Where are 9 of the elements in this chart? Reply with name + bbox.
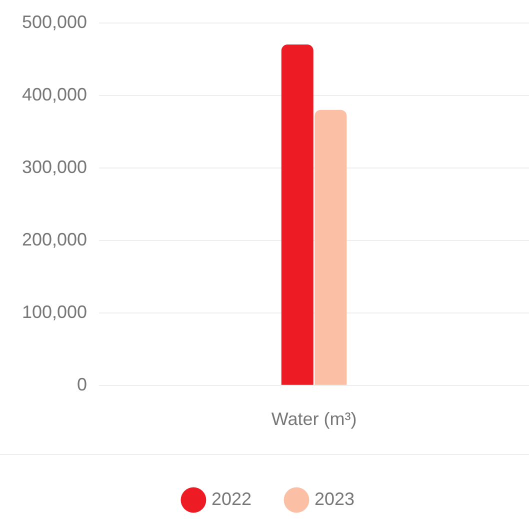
legend-label: 2022 [211, 488, 252, 509]
legend-label: 2023 [314, 488, 355, 509]
x-tick-label: Water (m³) [271, 409, 357, 430]
y-tick-label: 200,000 [22, 229, 88, 250]
y-tick-label: 100,000 [22, 302, 88, 322]
y-tick-label: 0 [77, 374, 88, 394]
y-tick-label: 400,000 [22, 84, 88, 104]
y-tick-label: 300,000 [22, 156, 88, 177]
y-tick-label: 500,000 [22, 12, 88, 32]
